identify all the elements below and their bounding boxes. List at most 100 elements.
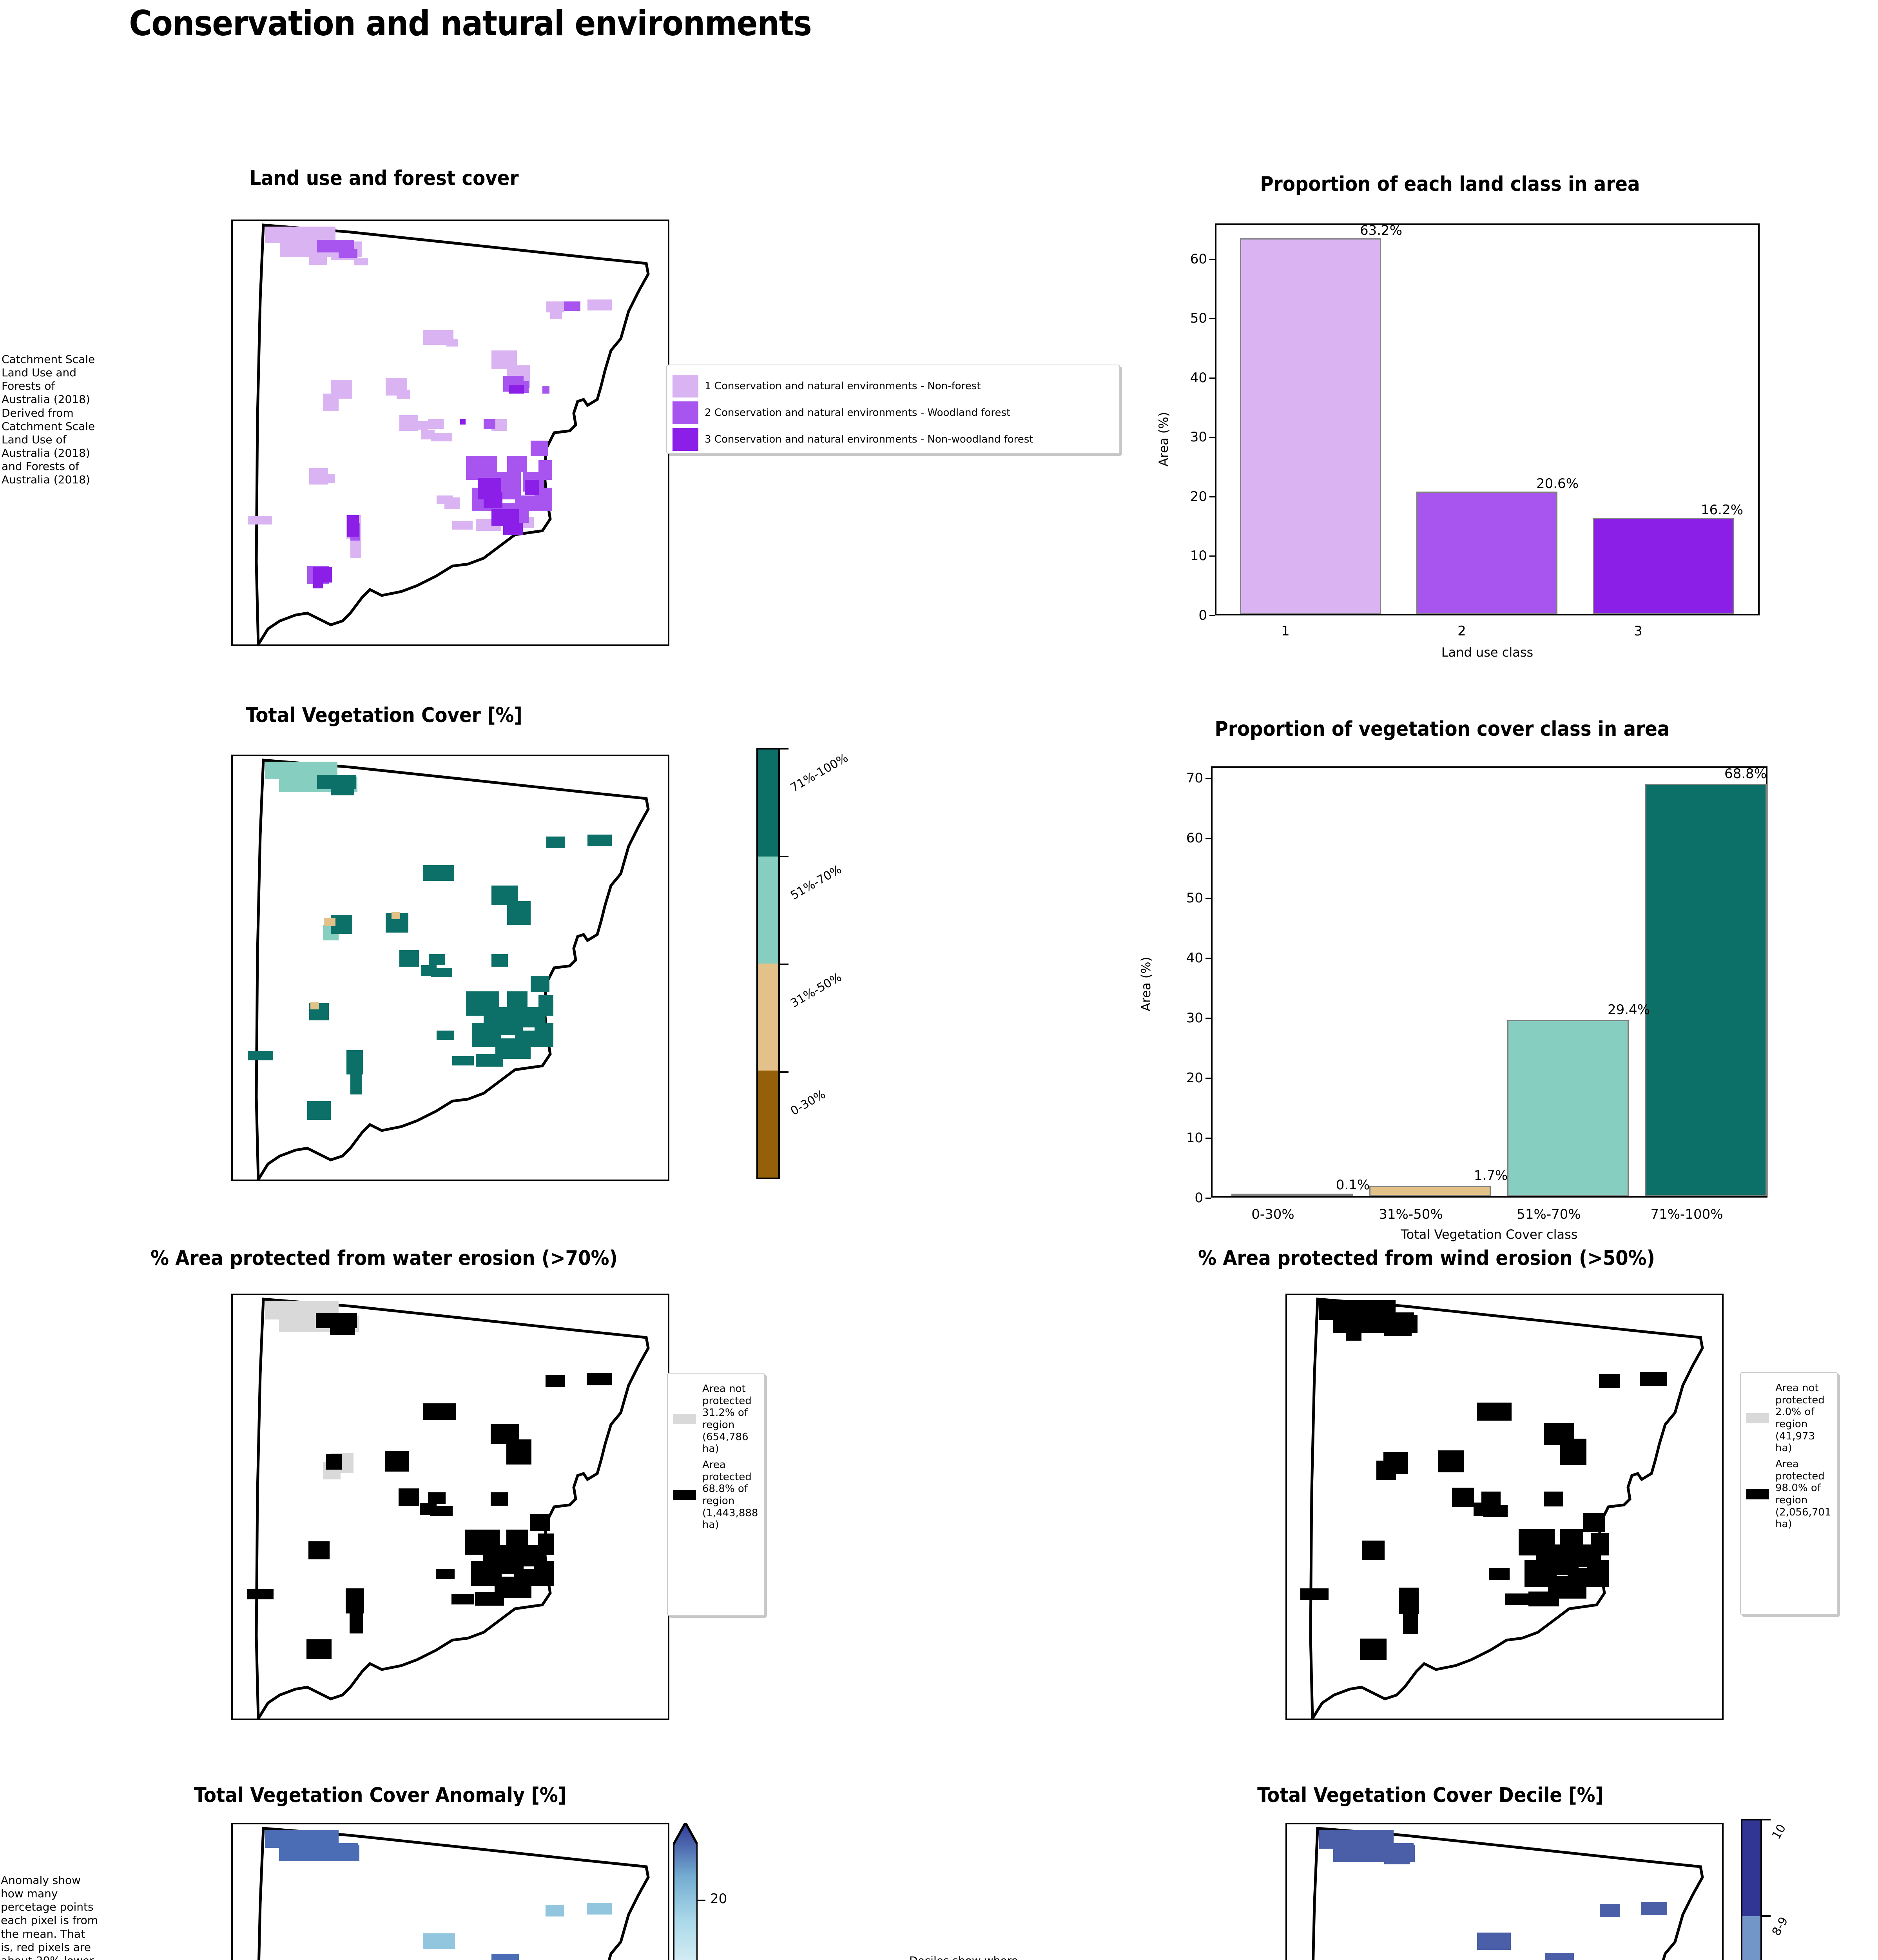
veg-class-bar-chart: Proportion of vegetation cover class in … xyxy=(1097,706,1787,1242)
bar-label-class-1: 63.2% xyxy=(1360,223,1402,238)
bar-label-class-2: 20.6% xyxy=(1536,476,1579,492)
colorbar-segment-8-9 xyxy=(1742,1916,1760,1960)
decile-map-title: Total Vegetation Cover Decile [%] xyxy=(1257,1784,1604,1807)
wind-erosion-map-title: % Area protected from wind erosion (>50%… xyxy=(1198,1247,1655,1270)
land-class-bar-chart: Proportion of each land class in area 63… xyxy=(1137,157,1764,666)
ytick2-70: 70 xyxy=(1186,770,1203,786)
legend-label-not-protected: Area not protected 2.0% of region (41,97… xyxy=(1775,1382,1825,1454)
colorbar-segment-51-70 xyxy=(758,857,778,964)
water-erosion-map-title: % Area protected from water erosion (>70… xyxy=(150,1247,618,1270)
water-erosion-map[interactable] xyxy=(231,1294,669,1720)
legend-label-class-1: 1 Conservation and natural environments … xyxy=(705,380,981,392)
legend-item: 2 Conservation and natural environments … xyxy=(673,401,1114,424)
veg-cover-map-graphic xyxy=(248,759,650,1180)
bar-veg-31-50[interactable] xyxy=(1369,1186,1491,1196)
legend-item: Area protected 98.0% of region (2,056,70… xyxy=(1746,1458,1832,1530)
legend-item: Area not protected 31.2% of region (654,… xyxy=(673,1383,759,1455)
bar-label-veg-71-100: 68.8% xyxy=(1724,766,1767,782)
anomaly-map-graphic xyxy=(257,1827,650,1960)
decile-note: Deciles show where the pixel value lies … xyxy=(909,1954,1027,1960)
bar-veg-51-70[interactable] xyxy=(1507,1020,1629,1196)
chart-1-xlabel: Land use class xyxy=(1441,645,1534,660)
decile-label-10: 10 xyxy=(1769,1822,1789,1842)
legend-item: 3 Conservation and natural environments … xyxy=(673,428,1114,451)
xtick-2: 2 xyxy=(1457,623,1466,639)
bar-label-veg-0-30: 0.1% xyxy=(1336,1177,1370,1193)
decile-colorbar xyxy=(1741,1819,1762,1960)
legend-swatch-class-1 xyxy=(673,375,698,397)
decile-map-graphic xyxy=(1312,1827,1704,1960)
legend-label-protected: Area protected 68.8% of region (1,443,88… xyxy=(702,1459,758,1531)
legend-item: 1 Conservation and natural environments … xyxy=(673,375,1114,397)
anomaly-map[interactable] xyxy=(231,1823,669,1960)
bar-veg-0-30[interactable] xyxy=(1231,1194,1353,1196)
ytick-0: 0 xyxy=(1198,608,1207,623)
ytick2-50: 50 xyxy=(1186,890,1203,906)
colorbar-label-71-100: 71%-100% xyxy=(788,751,851,795)
veg-cover-map-title: Total Vegetation Cover [%] xyxy=(246,704,522,727)
colorbar-segment-31-50 xyxy=(758,964,778,1071)
chart-1-ylabel: Area (%) xyxy=(1156,412,1171,466)
legend-swatch-class-3 xyxy=(673,428,698,451)
xtick-1: 1 xyxy=(1281,623,1290,639)
bar-label-veg-31-50: 1.7% xyxy=(1474,1168,1508,1183)
ytick2-20: 20 xyxy=(1186,1070,1203,1086)
bar-class-1[interactable] xyxy=(1240,238,1381,614)
anomaly-colorbar xyxy=(672,1820,699,1960)
water-erosion-legend: Area not protected 31.2% of region (654,… xyxy=(667,1373,765,1616)
decile-map[interactable] xyxy=(1285,1823,1724,1960)
anomaly-note: Anomaly show how many percetage points e… xyxy=(1,1874,98,1960)
bar-label-veg-51-70: 29.4% xyxy=(1607,1002,1650,1018)
land-use-legend: 1 Conservation and natural environments … xyxy=(666,365,1120,454)
wind-erosion-map-graphic xyxy=(1300,1298,1704,1719)
ytick-10: 10 xyxy=(1190,548,1207,564)
bar-class-2[interactable] xyxy=(1416,492,1557,614)
ytick2-60: 60 xyxy=(1186,830,1203,846)
anomaly-tick-20: 20 xyxy=(710,1891,727,1907)
xtick2-51-70: 51%-70% xyxy=(1517,1207,1581,1222)
chart-2-plot-area: 0.1% 1.7% 29.4% 68.8% xyxy=(1211,766,1767,1198)
legend-label-not-protected: Area not protected 31.2% of region (654,… xyxy=(702,1383,752,1455)
legend-item: Area not protected 2.0% of region (41,97… xyxy=(1746,1382,1832,1454)
legend-label-class-2: 2 Conservation and natural environments … xyxy=(705,407,1011,419)
chart-2-ylabel: Area (%) xyxy=(1138,956,1153,1011)
colorbar-label-0-30: 0-30% xyxy=(788,1087,828,1118)
veg-cover-map[interactable] xyxy=(231,755,669,1181)
legend-label-class-3: 3 Conservation and natural environments … xyxy=(705,433,1033,445)
colorbar-label-51-70: 51%-70% xyxy=(788,862,844,903)
legend-swatch-not-protected xyxy=(673,1414,696,1425)
bar-label-class-3: 16.2% xyxy=(1700,502,1743,518)
colorbar-segment-71-100 xyxy=(758,750,778,857)
ytick-30: 30 xyxy=(1190,429,1207,445)
xtick2-71-100: 71%-100% xyxy=(1650,1207,1723,1222)
ytick-20: 20 xyxy=(1190,489,1207,505)
legend-swatch-protected xyxy=(673,1490,696,1501)
chart-1-title: Proportion of each land class in area xyxy=(1260,172,1640,196)
anomaly-colorbar-graphic xyxy=(672,1820,699,1960)
legend-swatch-class-2 xyxy=(673,401,698,424)
land-use-map-title: Land use and forest cover xyxy=(249,167,519,190)
legend-swatch-protected xyxy=(1746,1489,1769,1500)
ytick2-0: 0 xyxy=(1195,1190,1203,1206)
decile-label-8-9: 8-9 xyxy=(1769,1915,1791,1938)
ytick2-40: 40 xyxy=(1186,950,1203,966)
anomaly-map-title: Total Vegetation Cover Anomaly [%] xyxy=(194,1784,567,1807)
land-use-map-graphic xyxy=(248,223,650,644)
water-erosion-map-graphic xyxy=(247,1298,650,1719)
land-use-source-note: Catchment Scale Land Use and Forests of … xyxy=(2,353,95,486)
bar-class-3[interactable] xyxy=(1593,518,1734,614)
veg-cover-colorbar xyxy=(756,748,780,1179)
wind-erosion-legend: Area not protected 2.0% of region (41,97… xyxy=(1740,1372,1838,1615)
page-title: Conservation and natural environments xyxy=(129,3,812,44)
ytick-40: 40 xyxy=(1190,370,1207,386)
wind-erosion-map[interactable] xyxy=(1285,1294,1724,1720)
bar-veg-71-100[interactable] xyxy=(1645,784,1767,1196)
xtick2-31-50: 31%-50% xyxy=(1379,1207,1443,1222)
ytick-50: 50 xyxy=(1190,310,1207,326)
land-use-map[interactable] xyxy=(231,220,669,646)
ytick-60: 60 xyxy=(1190,251,1207,267)
chart-1-plot-area: 63.2% 20.6% 16.2% xyxy=(1215,223,1760,615)
xtick-3: 3 xyxy=(1634,623,1642,639)
ytick2-10: 10 xyxy=(1186,1130,1203,1146)
legend-swatch-not-protected xyxy=(1746,1413,1769,1424)
